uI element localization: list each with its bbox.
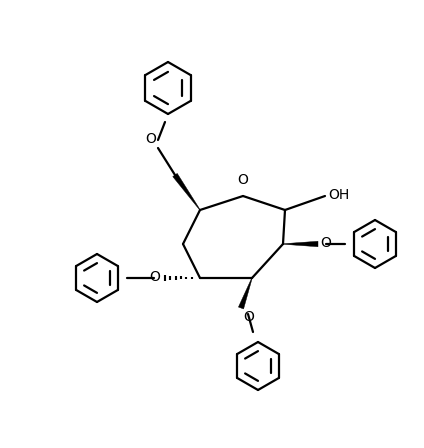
Polygon shape (283, 241, 318, 247)
Polygon shape (238, 278, 252, 309)
Text: O: O (149, 270, 160, 284)
Text: O: O (320, 236, 331, 250)
Text: O: O (145, 132, 156, 146)
Text: O: O (237, 173, 248, 187)
Text: O: O (243, 310, 254, 324)
Text: OH: OH (328, 188, 349, 202)
Polygon shape (173, 173, 200, 210)
